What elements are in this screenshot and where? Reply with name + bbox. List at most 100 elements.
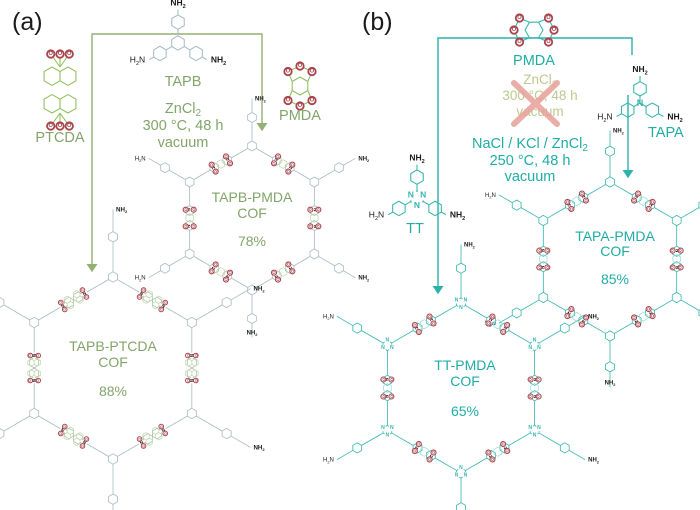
svg-text:O: O xyxy=(286,69,291,75)
svg-text:H2N: H2N xyxy=(135,276,146,283)
svg-text:250 °C, 48 h: 250 °C, 48 h xyxy=(490,153,571,169)
svg-text:O: O xyxy=(389,378,394,381)
svg-text:TAPB: TAPB xyxy=(165,74,202,90)
svg-text:O: O xyxy=(28,379,32,382)
svg-text:O: O xyxy=(545,266,550,269)
svg-text:78%: 78% xyxy=(238,233,266,249)
svg-text:O: O xyxy=(67,51,72,57)
svg-text:O: O xyxy=(316,208,321,211)
svg-text:O: O xyxy=(49,51,54,57)
svg-text:O: O xyxy=(58,51,63,57)
svg-text:O: O xyxy=(36,354,40,357)
svg-text:O: O xyxy=(316,225,321,228)
svg-text:PMDA: PMDA xyxy=(513,53,555,69)
svg-text:TT: TT xyxy=(406,221,424,237)
svg-text:N: N xyxy=(408,189,414,199)
svg-text:O: O xyxy=(191,225,196,228)
svg-text:O: O xyxy=(186,379,190,382)
svg-text:NH2: NH2 xyxy=(588,458,600,465)
svg-text:N: N xyxy=(533,337,537,343)
svg-text:NH2: NH2 xyxy=(358,276,370,283)
svg-text:N: N xyxy=(414,200,420,210)
svg-text:O: O xyxy=(28,354,32,357)
svg-text:O: O xyxy=(183,225,188,228)
svg-text:O: O xyxy=(310,69,315,75)
svg-text:O: O xyxy=(389,395,394,398)
svg-text:O: O xyxy=(537,249,542,252)
svg-text:O: O xyxy=(308,208,313,211)
svg-text:O: O xyxy=(546,39,551,45)
svg-text:O: O xyxy=(678,249,683,252)
svg-text:300 °C, 48 h: 300 °C, 48 h xyxy=(143,118,224,134)
svg-text:N: N xyxy=(464,297,468,303)
svg-text:NH2: NH2 xyxy=(255,97,267,104)
svg-text:O: O xyxy=(670,249,675,252)
svg-text:N: N xyxy=(390,425,394,431)
svg-text:NH2: NH2 xyxy=(358,156,370,163)
svg-text:O: O xyxy=(286,98,291,104)
svg-text:NH2: NH2 xyxy=(464,243,476,250)
svg-text:H2N: H2N xyxy=(485,193,496,200)
svg-text:88%: 88% xyxy=(99,383,127,399)
svg-text:vacuum: vacuum xyxy=(158,135,209,151)
svg-text:N: N xyxy=(386,433,390,439)
svg-text:N: N xyxy=(528,345,532,351)
svg-text:O: O xyxy=(670,266,675,269)
svg-text:N: N xyxy=(381,425,385,431)
svg-text:NH2: NH2 xyxy=(588,314,600,321)
svg-text:O: O xyxy=(678,266,683,269)
svg-text:TAPB-PTCDA: TAPB-PTCDA xyxy=(69,338,157,354)
svg-text:TAPA: TAPA xyxy=(648,125,684,141)
svg-text:N: N xyxy=(381,345,385,351)
svg-text:O: O xyxy=(552,27,557,33)
svg-text:TT-PMDA: TT-PMDA xyxy=(434,357,496,373)
svg-text:O: O xyxy=(191,208,196,211)
svg-text:N: N xyxy=(459,305,463,311)
svg-text:H2N: H2N xyxy=(323,458,334,465)
svg-text:N: N xyxy=(455,473,459,479)
svg-text:N: N xyxy=(533,433,537,439)
svg-text:(a): (a) xyxy=(12,8,43,36)
svg-text:COF: COF xyxy=(237,205,267,221)
svg-text:N: N xyxy=(459,465,463,471)
svg-text:O: O xyxy=(545,249,550,252)
svg-text:COF: COF xyxy=(600,243,630,259)
svg-text:O: O xyxy=(517,15,522,21)
svg-text:N: N xyxy=(390,345,394,351)
svg-text:85%: 85% xyxy=(601,271,629,287)
svg-text:O: O xyxy=(381,378,386,381)
svg-text:O: O xyxy=(194,354,198,357)
svg-text:NH2: NH2 xyxy=(613,129,625,136)
svg-text:O: O xyxy=(67,123,72,129)
svg-text:O: O xyxy=(183,208,188,211)
svg-text:O: O xyxy=(310,98,315,104)
svg-text:COF: COF xyxy=(98,354,128,370)
svg-text:(b): (b) xyxy=(362,8,393,36)
svg-text:H2N: H2N xyxy=(135,156,146,163)
svg-text:N: N xyxy=(537,425,541,431)
svg-text:COF: COF xyxy=(450,373,480,389)
svg-text:PMDA: PMDA xyxy=(279,108,321,124)
svg-text:O: O xyxy=(36,379,40,382)
svg-text:O: O xyxy=(517,39,522,45)
svg-text:O: O xyxy=(528,395,533,398)
svg-text:O: O xyxy=(536,395,541,398)
svg-text:O: O xyxy=(298,63,303,69)
svg-text:vacuum: vacuum xyxy=(505,169,556,185)
svg-text:O: O xyxy=(536,378,541,381)
svg-text:O: O xyxy=(308,225,313,228)
svg-text:O: O xyxy=(528,378,533,381)
svg-text:65%: 65% xyxy=(451,403,479,419)
svg-text:H2N: H2N xyxy=(323,314,334,321)
svg-text:O: O xyxy=(194,379,198,382)
svg-text:O: O xyxy=(537,266,542,269)
svg-text:NaCl / KCl / ZnCl2: NaCl / KCl / ZnCl2 xyxy=(472,136,588,154)
svg-text:N: N xyxy=(528,425,532,431)
svg-text:N: N xyxy=(386,337,390,343)
svg-text:O: O xyxy=(186,354,190,357)
svg-text:N: N xyxy=(464,473,468,479)
svg-text:O: O xyxy=(49,123,54,129)
svg-text:O: O xyxy=(546,15,551,21)
svg-text:NH2: NH2 xyxy=(247,330,259,337)
svg-text:N: N xyxy=(537,345,541,351)
